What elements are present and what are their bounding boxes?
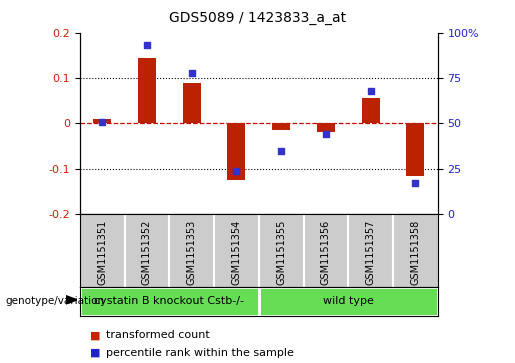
Bar bbox=[183, 83, 201, 123]
Text: GSM1151352: GSM1151352 bbox=[142, 220, 152, 285]
Text: GSM1151358: GSM1151358 bbox=[410, 220, 420, 285]
Point bbox=[232, 168, 241, 174]
Polygon shape bbox=[66, 296, 77, 304]
Text: GSM1151355: GSM1151355 bbox=[276, 220, 286, 285]
Bar bbox=[138, 58, 156, 123]
Point bbox=[277, 148, 285, 154]
Text: GSM1151356: GSM1151356 bbox=[321, 220, 331, 285]
Point bbox=[98, 119, 106, 125]
Text: GSM1151353: GSM1151353 bbox=[186, 220, 197, 285]
Bar bbox=[406, 123, 424, 176]
Text: ■: ■ bbox=[90, 348, 100, 358]
Bar bbox=[272, 123, 290, 130]
Text: GSM1151354: GSM1151354 bbox=[231, 220, 242, 285]
Point bbox=[322, 131, 330, 137]
Point bbox=[367, 88, 375, 94]
Text: GSM1151357: GSM1151357 bbox=[366, 220, 375, 285]
Text: transformed count: transformed count bbox=[106, 330, 209, 340]
Bar bbox=[80, 287, 259, 316]
Text: GSM1151351: GSM1151351 bbox=[97, 220, 107, 285]
Bar bbox=[93, 119, 111, 123]
Text: genotype/variation: genotype/variation bbox=[5, 296, 104, 306]
Text: ■: ■ bbox=[90, 330, 100, 340]
Point bbox=[411, 180, 420, 186]
Bar bbox=[259, 287, 438, 316]
Point bbox=[187, 70, 196, 76]
Text: wild type: wild type bbox=[323, 296, 374, 306]
Bar bbox=[228, 123, 245, 180]
Bar bbox=[362, 98, 380, 123]
Text: percentile rank within the sample: percentile rank within the sample bbox=[106, 348, 294, 358]
Text: cystatin B knockout Cstb-/-: cystatin B knockout Cstb-/- bbox=[94, 296, 244, 306]
Bar bbox=[317, 123, 335, 132]
Text: GDS5089 / 1423833_a_at: GDS5089 / 1423833_a_at bbox=[169, 11, 346, 25]
Point bbox=[143, 42, 151, 48]
